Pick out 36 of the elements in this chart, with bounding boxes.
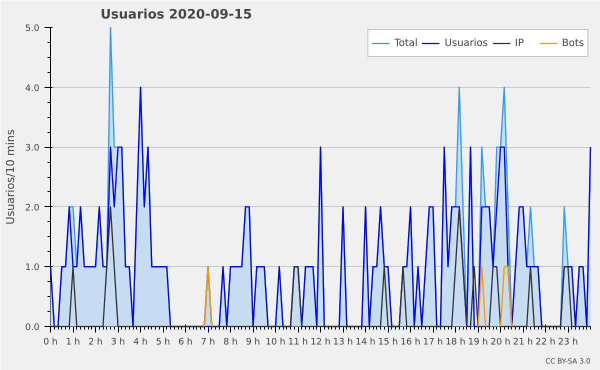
x-tick-label: 2 h xyxy=(88,338,103,348)
x-tick-label: 3 h xyxy=(110,338,126,348)
x-tick-label: 6 h xyxy=(178,338,193,348)
legend-label: IP xyxy=(514,38,525,48)
x-tick-label: 18 h xyxy=(445,338,466,348)
y-tick-label: 4.0 xyxy=(25,84,40,94)
x-tick-label: 15 h xyxy=(378,338,398,348)
x-tick-label: 19 h xyxy=(468,338,488,348)
x-tick-label: 12 h xyxy=(310,338,331,348)
legend-label: Usuarios xyxy=(444,38,488,48)
x-tick-label: 8 h xyxy=(223,338,238,348)
x-tick-label: 5 h xyxy=(156,338,170,348)
y-axis-title: Usuarios/10 mins xyxy=(4,129,18,225)
x-tick-label: 17 h xyxy=(422,338,444,348)
x-tick-label: 9 h xyxy=(246,338,260,348)
x-tick-label: 16 h xyxy=(400,338,421,348)
x-tick-label: 10 h xyxy=(265,338,286,348)
x-tick-label: 4 h xyxy=(133,338,148,348)
chart-title: Usuarios 2020-09-15 xyxy=(100,8,252,22)
y-tick-label: 0.0 xyxy=(25,323,40,333)
x-tick-label: 1 h xyxy=(66,338,80,348)
x-tick-label: 0 h xyxy=(43,338,58,348)
x-tick-label: 21 h xyxy=(512,338,534,348)
y-tick-label: 1.0 xyxy=(25,263,40,274)
y-tick-label: 3.0 xyxy=(25,144,40,154)
y-tick-label: 2.0 xyxy=(25,203,40,214)
x-tick-label: 14 h xyxy=(355,338,376,348)
legend-label: Bots xyxy=(562,38,584,48)
x-tick-label: 22 h xyxy=(535,338,556,348)
legend-label: Total xyxy=(394,38,418,48)
x-tick-label: 7 h xyxy=(200,338,216,348)
x-tick-label: 20 h xyxy=(490,338,511,348)
x-tick-label: 11 h xyxy=(288,338,308,348)
x-tick-label: 13 h xyxy=(332,338,354,348)
x-tick-label: 23 h xyxy=(558,338,578,348)
y-tick-label: 5.0 xyxy=(25,24,40,34)
